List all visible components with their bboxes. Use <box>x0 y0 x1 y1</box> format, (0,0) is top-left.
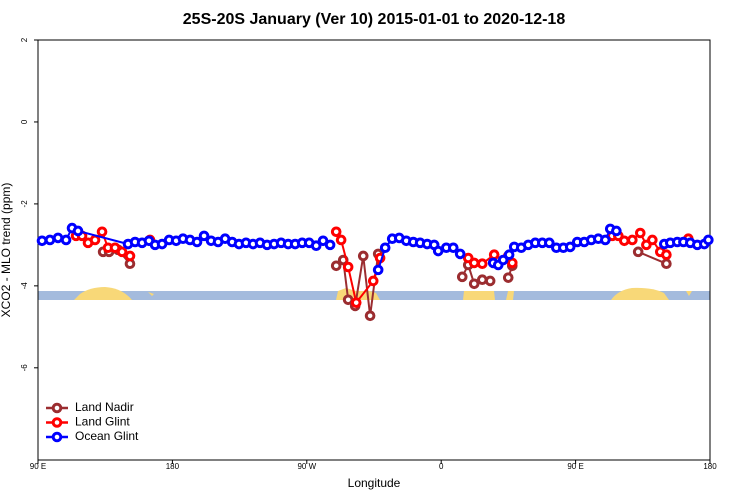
data-point <box>96 226 108 238</box>
data-point <box>60 234 72 246</box>
x-tick-label: 90 E <box>567 462 583 471</box>
data-point <box>544 237 555 249</box>
legend-marker <box>51 417 63 428</box>
legend-label: Ocean Glint <box>75 429 139 443</box>
data-point <box>661 249 672 261</box>
data-point <box>72 225 84 237</box>
data-point <box>330 226 342 238</box>
data-point <box>488 249 500 261</box>
land-shape <box>148 292 154 296</box>
data-point <box>600 234 611 246</box>
data-point <box>447 242 459 254</box>
data-point <box>44 234 56 246</box>
data-point <box>52 232 64 244</box>
legend-label: Land Glint <box>75 415 130 429</box>
data-point <box>611 225 622 237</box>
data-point <box>647 234 658 246</box>
data-point <box>372 264 384 276</box>
data-point <box>468 278 480 290</box>
data-point <box>350 297 362 308</box>
land-shape <box>74 287 132 300</box>
data-point <box>454 248 466 260</box>
y-axis-label: XCO2 - MLO trend (ppm) <box>0 183 13 318</box>
y-tick-label: -6 <box>20 364 29 372</box>
series-line <box>41 226 710 271</box>
data-point <box>634 227 646 239</box>
data-point <box>503 249 515 261</box>
data-point <box>502 272 514 283</box>
land-shape <box>611 287 669 300</box>
data-point <box>632 246 644 258</box>
data-point <box>116 246 128 258</box>
data-point <box>456 271 468 283</box>
data-point <box>36 235 48 247</box>
x-tick-label: 180 <box>703 462 717 471</box>
data-point <box>191 236 203 248</box>
y-tick-label: -4 <box>20 282 29 290</box>
data-point <box>330 260 342 272</box>
data-point <box>703 234 714 246</box>
x-tick-label: 90 E <box>30 462 46 471</box>
data-point <box>484 275 496 287</box>
land-shape <box>686 291 692 296</box>
land-shape <box>506 291 514 300</box>
data-point <box>89 234 101 246</box>
y-tick-label: -2 <box>20 200 29 208</box>
data-point <box>342 261 354 273</box>
data-point <box>497 254 509 266</box>
x-tick-label: 90 W <box>297 462 316 471</box>
plot-frame <box>37 39 711 461</box>
legend-marker <box>51 402 63 414</box>
data-point <box>357 250 369 262</box>
data-point <box>124 250 136 262</box>
data-point <box>506 257 518 269</box>
y-tick-label: 2 <box>20 37 29 42</box>
x-tick-label: 180 <box>166 462 180 471</box>
y-tick-label: 0 <box>20 119 29 124</box>
legend-marker <box>51 431 63 443</box>
data-point <box>367 275 379 287</box>
data-point <box>198 230 210 242</box>
chart-title: 25S-20S January (Ver 10) 2015-01-01 to 2… <box>183 11 566 28</box>
data-point <box>476 258 488 270</box>
data-point <box>468 257 480 269</box>
data-point <box>627 234 638 246</box>
data-point <box>342 294 354 306</box>
data-point <box>618 235 630 247</box>
data-point <box>564 241 576 253</box>
legend-label: Land Nadir <box>75 400 134 414</box>
x-tick-label: 0 <box>439 462 444 471</box>
data-point <box>324 239 336 251</box>
data-point <box>379 242 391 254</box>
data-point <box>364 310 376 322</box>
data-point <box>335 234 347 246</box>
land-shape <box>463 291 495 300</box>
data-point <box>476 274 488 286</box>
data-point <box>310 240 322 251</box>
data-point <box>661 258 672 270</box>
x-axis-label: Longitude <box>348 476 401 490</box>
data-point <box>432 245 444 257</box>
